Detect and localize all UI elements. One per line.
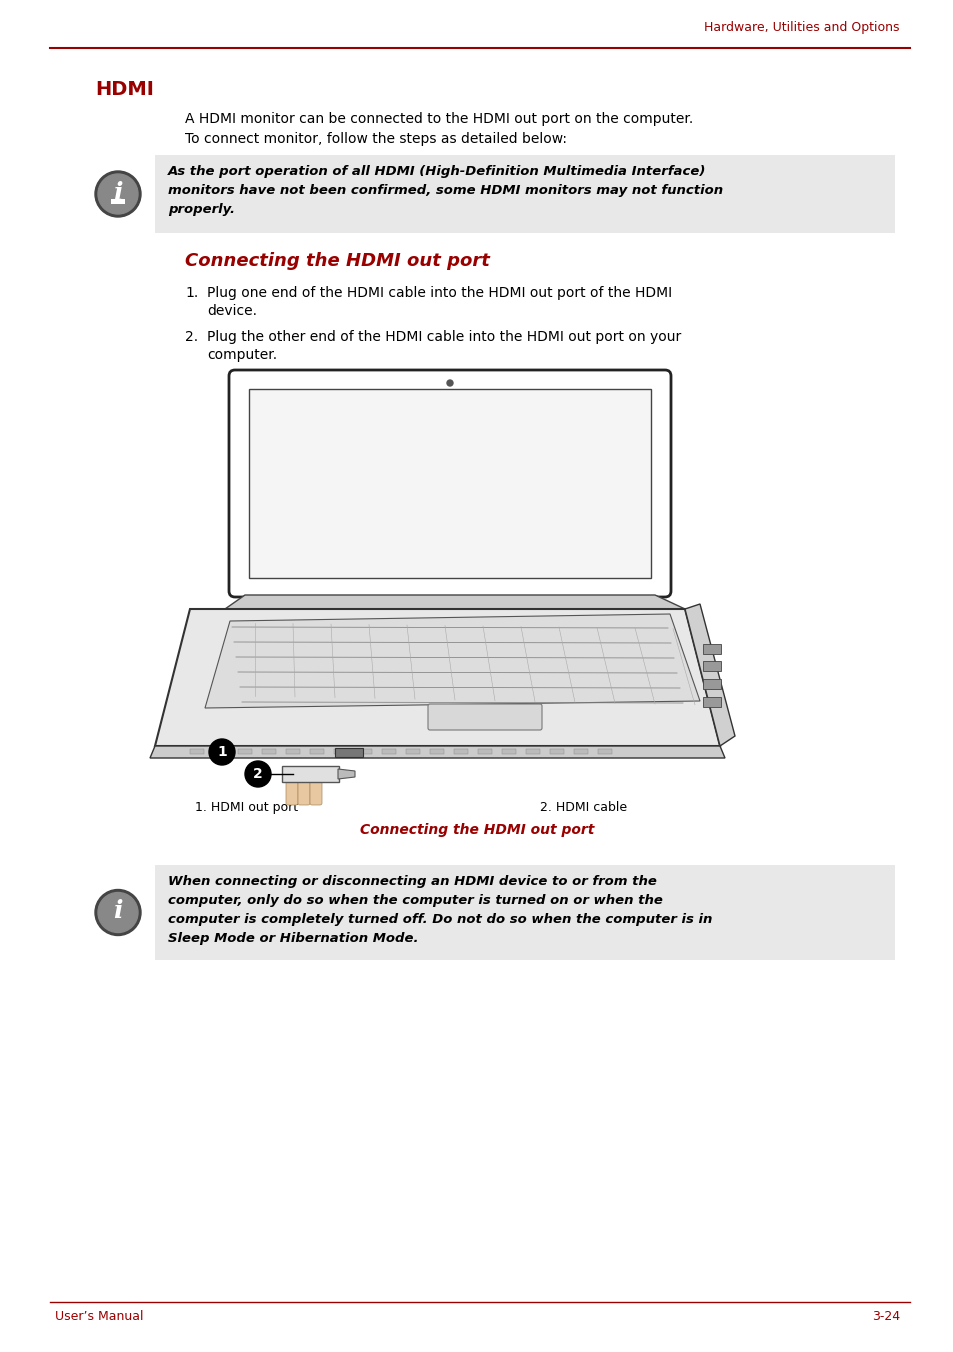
Circle shape <box>95 170 141 218</box>
FancyBboxPatch shape <box>111 199 125 204</box>
Circle shape <box>98 892 138 933</box>
Text: When connecting or disconnecting an HDMI device to or from the
computer, only do: When connecting or disconnecting an HDMI… <box>168 875 712 945</box>
Polygon shape <box>684 604 734 746</box>
FancyBboxPatch shape <box>297 779 310 804</box>
FancyBboxPatch shape <box>381 749 395 754</box>
FancyBboxPatch shape <box>702 644 720 654</box>
FancyBboxPatch shape <box>477 749 492 754</box>
Text: Plug the other end of the HDMI cable into the HDMI out port on your: Plug the other end of the HDMI cable int… <box>207 330 680 343</box>
Circle shape <box>95 890 141 936</box>
FancyBboxPatch shape <box>154 865 894 960</box>
Circle shape <box>98 174 138 214</box>
Text: Plug one end of the HDMI cable into the HDMI out port of the HDMI: Plug one end of the HDMI cable into the … <box>207 287 672 300</box>
Polygon shape <box>225 595 684 608</box>
FancyBboxPatch shape <box>525 749 539 754</box>
Text: As the port operation of all HDMI (High-Definition Multimedia Interface)
monitor: As the port operation of all HDMI (High-… <box>168 165 722 216</box>
Text: 1.: 1. <box>185 287 198 300</box>
Text: i: i <box>113 899 123 923</box>
Text: Connecting the HDMI out port: Connecting the HDMI out port <box>359 823 594 837</box>
Text: computer.: computer. <box>207 347 276 362</box>
Text: 2.: 2. <box>185 330 198 343</box>
Text: 2: 2 <box>253 767 263 781</box>
Circle shape <box>245 761 271 787</box>
Polygon shape <box>337 769 355 779</box>
Text: HDMI: HDMI <box>95 80 153 99</box>
Circle shape <box>447 380 453 387</box>
Polygon shape <box>205 614 700 708</box>
FancyBboxPatch shape <box>428 704 541 730</box>
FancyBboxPatch shape <box>154 155 894 233</box>
FancyBboxPatch shape <box>454 749 468 754</box>
FancyBboxPatch shape <box>357 749 372 754</box>
FancyBboxPatch shape <box>237 749 252 754</box>
FancyBboxPatch shape <box>282 767 338 781</box>
Text: i: i <box>113 181 123 206</box>
Text: User’s Manual: User’s Manual <box>55 1310 143 1324</box>
FancyBboxPatch shape <box>574 749 587 754</box>
FancyBboxPatch shape <box>702 698 720 707</box>
Text: 3-24: 3-24 <box>871 1310 899 1324</box>
FancyBboxPatch shape <box>229 370 670 598</box>
FancyBboxPatch shape <box>406 749 419 754</box>
FancyBboxPatch shape <box>334 749 348 754</box>
Text: To connect monitor, follow the steps as detailed below:: To connect monitor, follow the steps as … <box>185 132 566 146</box>
Circle shape <box>209 740 234 765</box>
FancyBboxPatch shape <box>702 661 720 671</box>
Text: Hardware, Utilities and Options: Hardware, Utilities and Options <box>703 22 899 35</box>
FancyBboxPatch shape <box>501 749 516 754</box>
Text: 1. HDMI out port: 1. HDMI out port <box>194 800 297 814</box>
FancyBboxPatch shape <box>286 749 299 754</box>
FancyBboxPatch shape <box>262 749 275 754</box>
FancyBboxPatch shape <box>213 749 228 754</box>
Polygon shape <box>154 608 720 746</box>
FancyBboxPatch shape <box>598 749 612 754</box>
FancyBboxPatch shape <box>310 749 324 754</box>
FancyBboxPatch shape <box>190 749 204 754</box>
FancyBboxPatch shape <box>335 748 363 757</box>
Text: device.: device. <box>207 304 256 318</box>
FancyBboxPatch shape <box>550 749 563 754</box>
FancyBboxPatch shape <box>286 779 297 804</box>
Text: A HDMI monitor can be connected to the HDMI out port on the computer.: A HDMI monitor can be connected to the H… <box>185 112 693 126</box>
FancyBboxPatch shape <box>249 389 650 579</box>
FancyBboxPatch shape <box>702 679 720 690</box>
FancyBboxPatch shape <box>310 779 322 804</box>
Text: 2. HDMI cable: 2. HDMI cable <box>539 800 626 814</box>
FancyBboxPatch shape <box>430 749 443 754</box>
Text: 1: 1 <box>217 745 227 758</box>
Polygon shape <box>150 746 724 758</box>
Text: Connecting the HDMI out port: Connecting the HDMI out port <box>185 251 489 270</box>
